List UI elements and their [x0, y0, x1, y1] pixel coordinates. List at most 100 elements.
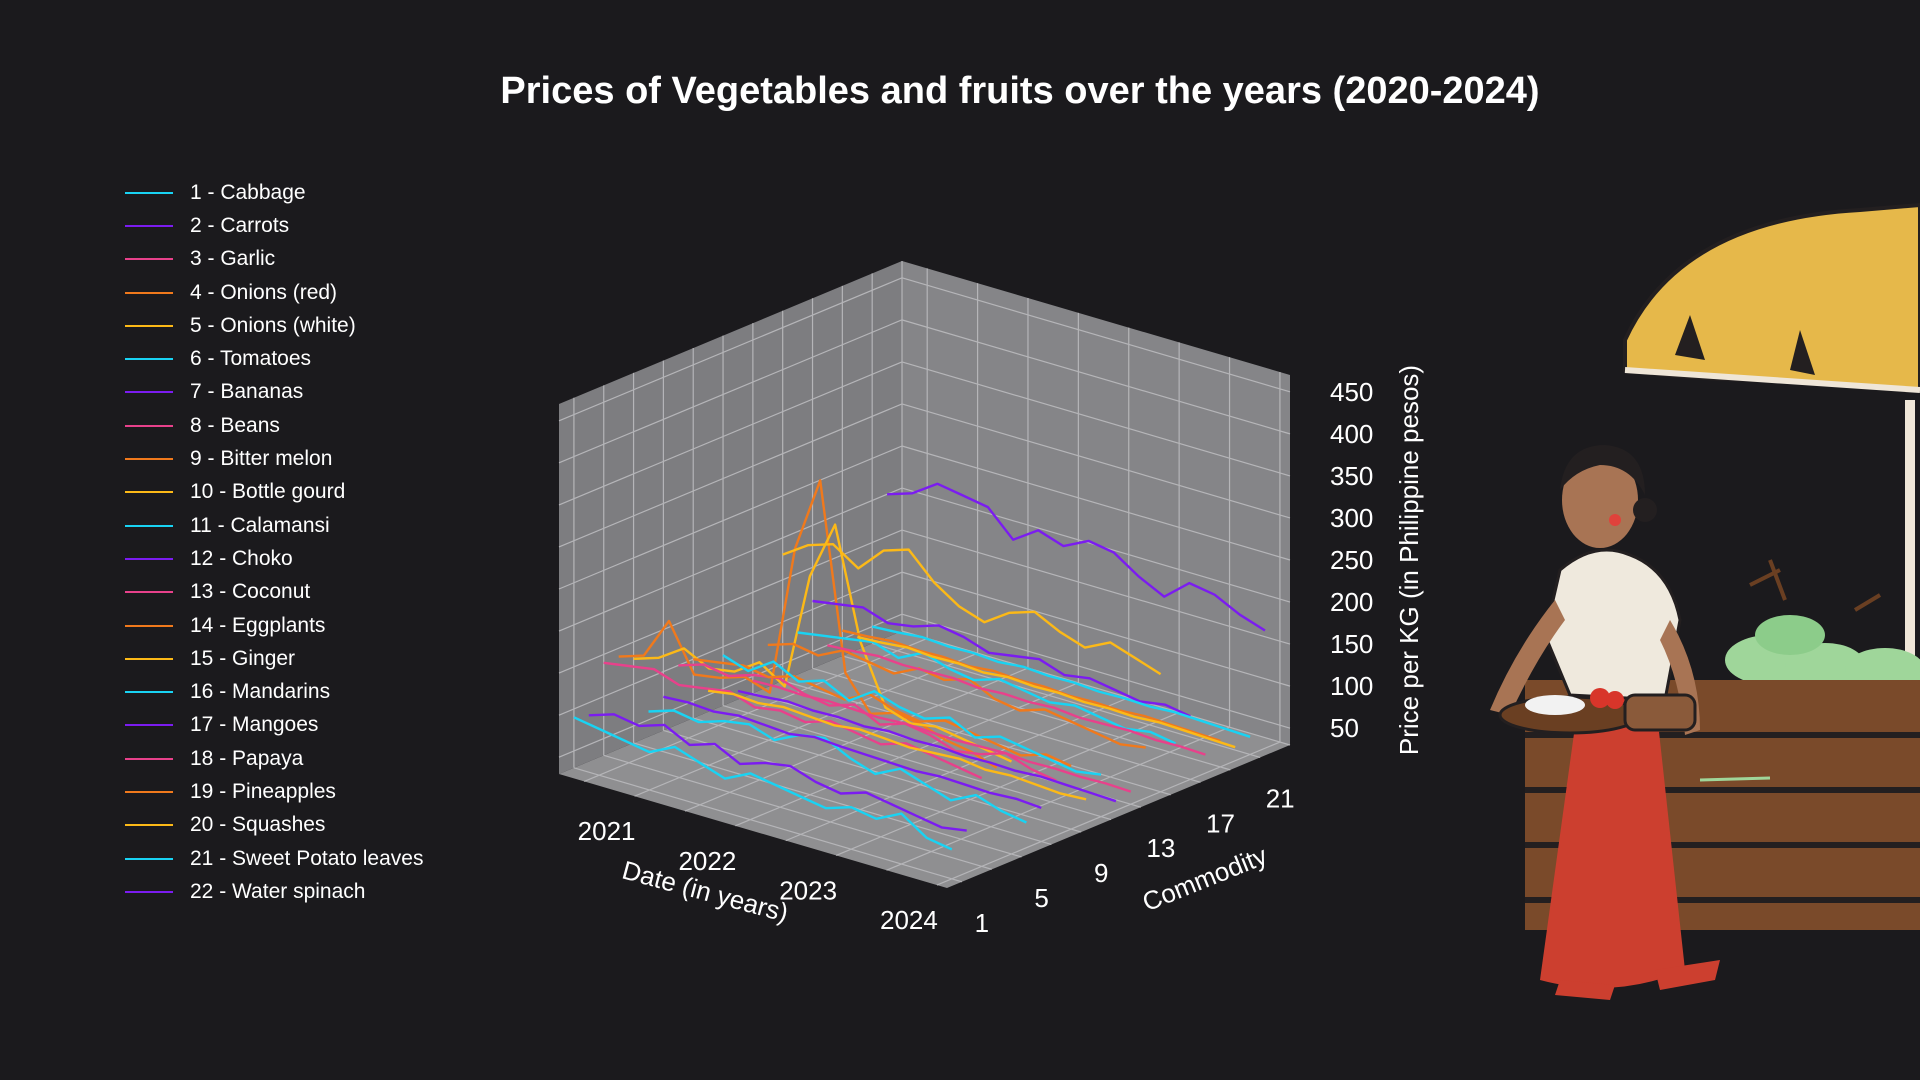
- y-tick-label: 13: [1146, 833, 1175, 863]
- legend-item[interactable]: 1 - Cabbage: [125, 176, 423, 209]
- legend-label: 15 - Ginger: [190, 646, 296, 670]
- legend-item[interactable]: 9 - Bitter melon: [125, 442, 423, 475]
- z-tick-label: 200: [1330, 587, 1373, 617]
- legend-label: 2 - Carrots: [190, 213, 290, 237]
- legend-item[interactable]: 2 - Carrots: [125, 209, 423, 242]
- legend-label: 22 - Water spinach: [190, 879, 366, 903]
- legend-item[interactable]: 8 - Beans: [125, 409, 423, 442]
- chart-title: Prices of Vegetables and fruits over the…: [500, 70, 1540, 112]
- grid-line: [684, 667, 1029, 812]
- grid-line: [901, 445, 1291, 561]
- legend-item[interactable]: 21 - Sweet Potato leaves: [125, 842, 423, 875]
- series-line-16: [797, 631, 1177, 745]
- legend-item[interactable]: 11 - Calamansi: [125, 509, 423, 542]
- legend-swatch: [125, 757, 173, 760]
- legend-label: 18 - Papaya: [190, 746, 304, 770]
- grid-line: [735, 682, 1079, 827]
- legend-item[interactable]: 13 - Coconut: [125, 576, 423, 609]
- legend-label: 20 - Squashes: [190, 813, 326, 837]
- legend-swatch: [125, 524, 173, 527]
- legend-swatch: [125, 624, 173, 627]
- series-line-22: [887, 482, 1266, 632]
- legend-swatch: [125, 724, 173, 727]
- legend-item[interactable]: 7 - Bananas: [125, 376, 423, 409]
- legend-label: 4 - Onions (red): [190, 280, 338, 304]
- legend-item[interactable]: 3 - Garlic: [125, 243, 423, 276]
- z-axis-label: Price per KG (in Philippine pesos): [1394, 365, 1424, 755]
- legend-label: 1 - Cabbage: [190, 180, 306, 204]
- legend-item[interactable]: 20 - Squashes: [125, 809, 423, 842]
- legend-item[interactable]: 22 - Water spinach: [125, 875, 423, 908]
- legend-item[interactable]: 19 - Pineapples: [125, 775, 423, 808]
- grid-line: [558, 445, 903, 590]
- legend-item[interactable]: 18 - Papaya: [125, 742, 423, 775]
- grid-line: [634, 652, 978, 797]
- legend-label: 16 - Mandarins: [190, 680, 331, 704]
- legend-label: 19 - Pineapples: [190, 779, 336, 803]
- legend-item[interactable]: 15 - Ginger: [125, 642, 423, 675]
- legend-swatch: [125, 391, 173, 394]
- legend-item[interactable]: 14 - Eggplants: [125, 609, 423, 642]
- z-tick-label: 450: [1330, 377, 1373, 407]
- x-tick-label: 2022: [678, 846, 736, 876]
- series-line-10: [707, 689, 1087, 801]
- z-tick-label: 350: [1330, 461, 1373, 491]
- legend-swatch: [125, 324, 173, 327]
- grid-line: [693, 717, 1082, 833]
- grid-line: [901, 529, 1291, 645]
- legend-swatch: [125, 890, 173, 893]
- legend-label: 21 - Sweet Potato leaves: [190, 846, 424, 870]
- grid-line: [842, 655, 1231, 771]
- grid-line: [558, 361, 903, 506]
- legend-swatch: [125, 691, 173, 694]
- legend-item[interactable]: 10 - Bottle gourd: [125, 476, 423, 509]
- legend-item[interactable]: 16 - Mandarins: [125, 675, 423, 708]
- series-line-11: [722, 654, 1102, 776]
- legend-swatch: [125, 491, 173, 494]
- legend-item[interactable]: 12 - Choko: [125, 542, 423, 575]
- chart-panes: [559, 261, 1290, 888]
- chart-series-lines: [573, 479, 1266, 851]
- z-tick-label: 250: [1330, 545, 1373, 575]
- grid-line: [901, 319, 1291, 435]
- legend-label: 14 - Eggplants: [190, 613, 326, 637]
- legend-swatch: [125, 424, 173, 427]
- legend-swatch: [125, 458, 173, 461]
- legend-swatch: [125, 258, 173, 261]
- legend-label: 7 - Bananas: [190, 380, 304, 404]
- grid-line: [573, 767, 963, 883]
- market-vendor-illustration: [1490, 202, 1920, 1000]
- legend-item[interactable]: 6 - Tomatoes: [125, 342, 423, 375]
- legend-swatch: [125, 291, 173, 294]
- legend-label: 11 - Calamansi: [190, 513, 330, 537]
- grid-line: [558, 403, 903, 548]
- series-line-15: [782, 543, 1162, 676]
- series-line-13: [752, 679, 1132, 793]
- series-line-18: [827, 644, 1206, 756]
- legend-item[interactable]: 4 - Onions (red): [125, 276, 423, 309]
- grid-line: [901, 613, 1291, 729]
- legend-label: 3 - Garlic: [190, 247, 276, 271]
- series-line-9: [693, 658, 1072, 768]
- grid-line: [603, 754, 992, 870]
- x-tick-label: 2023: [779, 875, 837, 905]
- series-line-17: [812, 599, 1191, 718]
- y-tick-label: 21: [1266, 783, 1295, 813]
- series-line-6: [648, 709, 1027, 824]
- grid-line: [901, 277, 1291, 393]
- legend-item[interactable]: 17 - Mangoes: [125, 709, 423, 742]
- legend-swatch: [125, 790, 173, 793]
- legend-label: 5 - Onions (white): [190, 313, 356, 337]
- grid-line: [901, 571, 1291, 687]
- grid-line: [835, 711, 1180, 856]
- series-line-19: [842, 629, 1221, 742]
- legend-swatch: [125, 857, 173, 860]
- legend-swatch: [125, 557, 173, 560]
- series-line-5: [633, 523, 1013, 763]
- series-line-21: [871, 625, 1251, 738]
- legend-item[interactable]: 5 - Onions (white): [125, 309, 423, 342]
- grid-line: [936, 741, 1281, 886]
- series-line-20: [857, 635, 1236, 749]
- legend-swatch: [125, 358, 173, 361]
- legend-label: 6 - Tomatoes: [190, 347, 312, 371]
